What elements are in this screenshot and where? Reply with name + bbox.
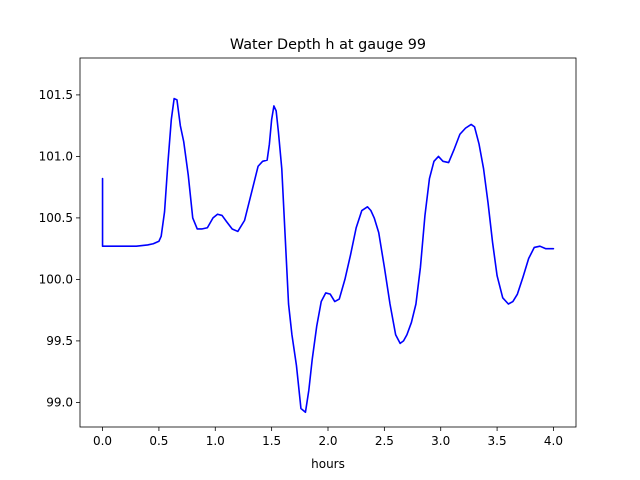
x-axis-label: hours [311, 457, 345, 471]
x-tick-label: 4.0 [544, 434, 563, 448]
x-tick-label: 2.0 [318, 434, 337, 448]
x-tick-label: 2.5 [375, 434, 394, 448]
y-tick-label: 101.5 [39, 88, 73, 102]
x-tick-label: 0.0 [93, 434, 112, 448]
x-tick-label: 3.5 [488, 434, 507, 448]
chart-title: Water Depth h at gauge 99 [230, 37, 426, 53]
y-tick-label: 101.0 [39, 149, 73, 163]
series-line-0 [101, 97, 555, 414]
y-tick-label: 100.0 [39, 272, 73, 286]
x-tick-label: 1.0 [206, 434, 225, 448]
y-tick-label: 99.0 [46, 395, 73, 409]
y-tick-label: 100.5 [39, 211, 73, 225]
y-tick-label: 99.5 [46, 334, 73, 348]
x-tick-label: 3.0 [431, 434, 450, 448]
plot-area: 0.0 0.5 1.0 1.5 2.0 2.5 3.0 3.5 4.0 99.0 99.5 100.0… [39, 57, 577, 448]
x-tick-label: 0.5 [149, 434, 168, 448]
x-tick-label: 1.5 [262, 434, 281, 448]
